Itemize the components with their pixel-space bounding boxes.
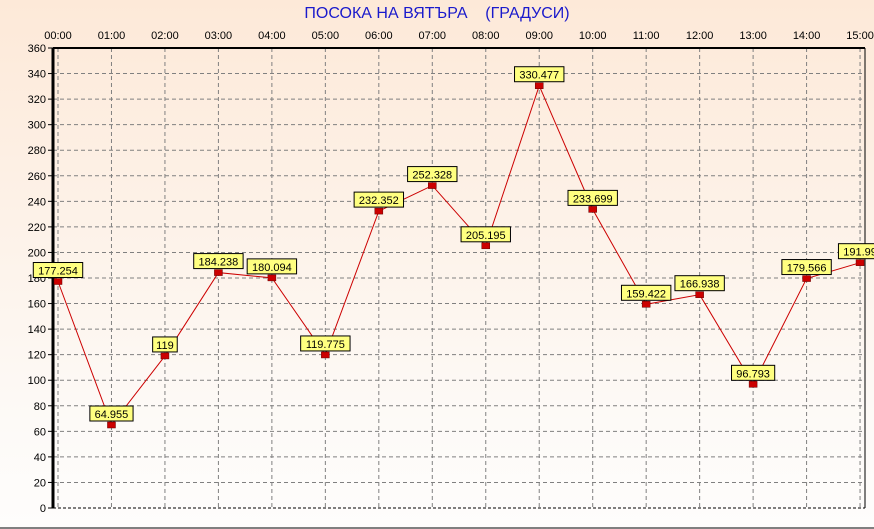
data-label-box [567, 189, 618, 206]
data-label-box [152, 336, 178, 353]
x-tick-label: 01:00 [98, 30, 126, 42]
data-marker [374, 207, 384, 215]
y-tick-label: 240 [28, 196, 46, 208]
data-marker [107, 421, 116, 429]
y-tick-label: 40 [34, 452, 46, 464]
x-tick-label: 09:00 [525, 30, 553, 42]
x-tick-label: 04:00 [258, 30, 286, 42]
data-label: 64.955 [95, 409, 129, 421]
data-label: 180.094 [252, 262, 292, 274]
data-label: 205.195 [466, 230, 506, 242]
chart-title: ПОСОКА НА ВЯТЪРА (ГРАДУСИ) [304, 5, 570, 22]
x-tick-label: 14:00 [793, 30, 821, 42]
data-label-box [837, 243, 874, 260]
data-label-box [620, 284, 672, 301]
data-marker [53, 278, 63, 285]
data-label-box [193, 253, 244, 270]
data-label-box [407, 166, 458, 183]
y-tick-label: 320 [28, 94, 46, 106]
data-marker [802, 275, 811, 282]
data-label: 119 [156, 340, 174, 352]
data-marker [160, 352, 170, 360]
data-marker [534, 82, 544, 89]
y-tick-label: 360 [28, 43, 46, 55]
x-tick-label: 06:00 [365, 30, 393, 42]
x-tick-label: 15:00 [846, 30, 874, 42]
y-tick-label: 80 [34, 401, 46, 413]
data-marker [214, 269, 223, 276]
series-line [57, 84, 861, 427]
data-marker [641, 301, 651, 308]
y-tick-label: 60 [34, 426, 46, 438]
data-label: 159.422 [626, 288, 666, 300]
data-marker [588, 206, 597, 213]
data-label-box [300, 335, 351, 352]
y-tick-label: 300 [28, 120, 46, 132]
y-tick-label: 160 [28, 299, 46, 311]
x-tick-label: 11:00 [633, 30, 660, 42]
data-label: 166.938 [680, 279, 720, 291]
data-label: 179.566 [787, 263, 827, 275]
data-label-box [246, 258, 298, 275]
x-tick-label: 05:00 [312, 30, 340, 42]
data-label: 233.699 [573, 193, 613, 205]
data-label-box [460, 226, 511, 243]
y-tick-label: 340 [28, 69, 46, 81]
y-tick-label: 280 [28, 145, 46, 157]
data-marker [855, 259, 865, 266]
data-label-box [89, 405, 134, 422]
y-tick-label: 140 [28, 324, 46, 336]
data-label: 232.352 [359, 195, 399, 207]
data-marker [267, 274, 277, 282]
data-label-box [781, 259, 832, 276]
y-tick-label: 0 [40, 503, 46, 515]
data-label: 119.775 [306, 339, 345, 351]
y-tick-label: 260 [28, 171, 46, 183]
data-marker [428, 182, 437, 189]
data-label: 184.238 [199, 257, 239, 269]
x-tick-label: 02:00 [151, 30, 179, 42]
data-label-box [353, 191, 405, 208]
x-tick-label: 07:00 [419, 30, 447, 42]
y-tick-label: 120 [28, 350, 46, 362]
data-label-box [674, 275, 725, 292]
data-label: 96.793 [736, 368, 770, 380]
y-tick-label: 20 [34, 477, 46, 489]
data-marker [695, 291, 704, 298]
data-label: 191.99 [843, 247, 874, 259]
y-tick-label: 100 [28, 375, 46, 387]
x-tick-label: 13:00 [739, 30, 767, 42]
x-tick-label: 08:00 [472, 30, 500, 42]
x-tick-label: 10:00 [579, 30, 607, 42]
bottom-border [0, 527, 874, 529]
data-label: 330.477 [519, 70, 559, 82]
data-marker [748, 381, 758, 388]
y-tick-label: 220 [28, 222, 46, 234]
data-label-box [514, 66, 565, 83]
y-tick-label: 200 [28, 247, 46, 259]
data-label: 177.254 [38, 266, 78, 278]
x-tick-label: 03:00 [205, 30, 233, 42]
data-label-box [32, 262, 84, 279]
data-label: 252.328 [412, 170, 452, 182]
x-tick-label: 00:00 [44, 30, 72, 42]
data-label-box [731, 364, 776, 381]
x-tick-label: 12:00 [686, 30, 714, 42]
data-marker [321, 351, 330, 359]
data-marker [481, 242, 491, 250]
